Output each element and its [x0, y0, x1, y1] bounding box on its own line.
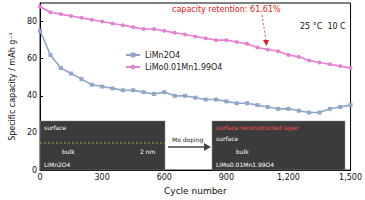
svg-text:40: 40 — [27, 91, 37, 100]
svg-text:Specific capacity / mAh g⁻¹: Specific capacity / mAh g⁻¹ — [8, 32, 17, 141]
svg-text:surface reconstructed layer: surface reconstructed layer — [216, 124, 299, 132]
svg-text:capacity retention: 61.61%: capacity retention: 61.61% — [172, 5, 281, 14]
svg-text:1,200: 1,200 — [277, 173, 300, 182]
svg-text:20: 20 — [27, 128, 37, 137]
svg-text:surface: surface — [44, 124, 66, 131]
svg-text:60: 60 — [27, 54, 37, 63]
svg-text:LiMo0.01Mn1.99O4: LiMo0.01Mn1.99O4 — [216, 161, 274, 168]
svg-text:25 °C 10 C: 25 °C 10 C — [300, 22, 346, 31]
svg-text:0: 0 — [32, 166, 37, 175]
svg-text:Cycle number: Cycle number — [164, 186, 227, 196]
svg-text:900: 900 — [219, 173, 234, 182]
svg-text:2 nm: 2 nm — [140, 148, 156, 155]
svg-text:80: 80 — [27, 17, 37, 26]
svg-text:600: 600 — [157, 173, 172, 182]
svg-text:bulk: bulk — [62, 148, 75, 155]
svg-text:LiMn2O4: LiMn2O4 — [145, 51, 180, 60]
svg-text:300: 300 — [95, 173, 110, 182]
svg-text:0: 0 — [38, 173, 43, 182]
svg-text:surface: surface — [216, 135, 238, 142]
svg-text:bulk: bulk — [236, 148, 249, 155]
svg-text:1,500: 1,500 — [339, 173, 362, 182]
svg-text:LiMn2O4: LiMn2O4 — [44, 161, 71, 168]
svg-text:Mo doping: Mo doping — [172, 136, 204, 144]
svg-text:LiMo0.01Mn1.99O4: LiMo0.01Mn1.99O4 — [145, 63, 222, 72]
